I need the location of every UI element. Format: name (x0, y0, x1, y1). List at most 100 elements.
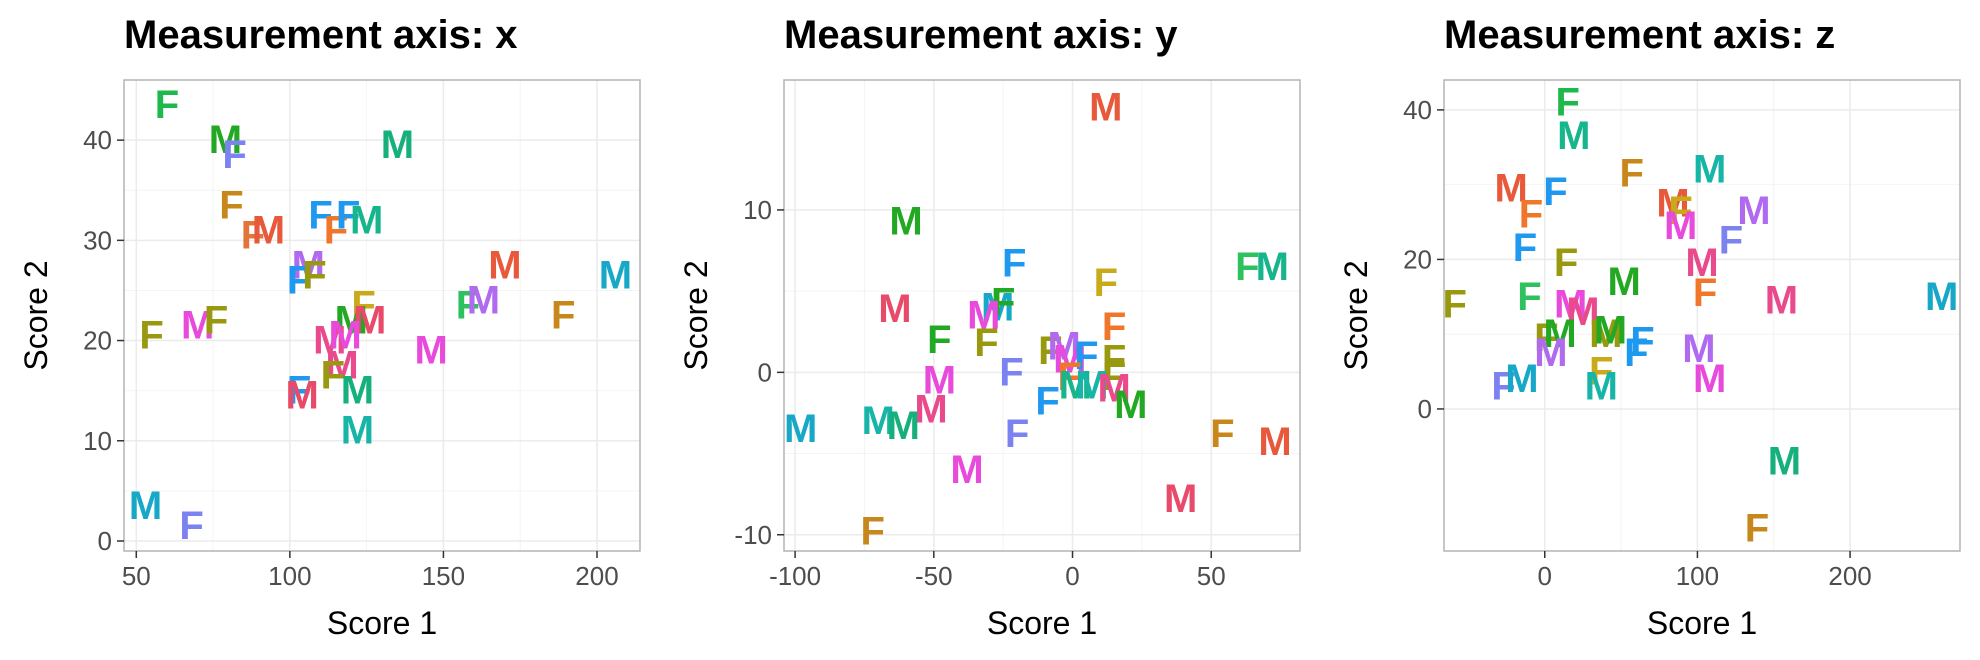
data-point: M (1594, 308, 1627, 352)
data-point: M (129, 484, 162, 528)
data-point: F (204, 299, 228, 343)
data-point: F (1442, 282, 1466, 326)
plot-background (784, 80, 1300, 551)
data-point: M (1059, 363, 1092, 407)
data-point: M (350, 198, 383, 242)
data-point: M (784, 407, 817, 451)
data-point: F (1002, 242, 1026, 286)
data-point: M (1737, 189, 1770, 233)
x-tick-label: 0 (1538, 561, 1552, 591)
data-point: F (241, 213, 265, 257)
x-tick-label: 0 (1065, 561, 1079, 591)
plot-background (1444, 80, 1960, 551)
data-point: F (336, 193, 360, 237)
panel-title: Measurement axis: y (784, 13, 1178, 57)
data-point: F (1668, 189, 1692, 233)
data-point: M (353, 299, 386, 343)
data-point: F (1102, 305, 1126, 349)
data-point: F (1102, 355, 1126, 399)
data-point: F (1074, 334, 1098, 378)
plot-background (124, 80, 640, 551)
x-axis-title: Score 1 (1647, 605, 1757, 641)
x-tick-label: 100 (268, 561, 311, 591)
x-tick-label: 100 (1676, 561, 1719, 591)
data-point: F (1555, 80, 1579, 124)
data-point: F (179, 504, 203, 548)
data-point: F (551, 294, 575, 338)
data-point: M (1554, 282, 1587, 326)
y-tick-label: 10 (83, 426, 112, 456)
data-point: M (923, 358, 956, 402)
panel-title: Measurement axis: z (1444, 13, 1835, 57)
data-point: M (467, 278, 500, 322)
data-point: M (488, 243, 521, 287)
data-point: F (222, 133, 246, 177)
data-point: F (308, 193, 332, 237)
data-point: F (1745, 507, 1769, 551)
data-point: M (1097, 367, 1130, 411)
data-point: F (1035, 380, 1059, 424)
data-point: F (287, 369, 311, 413)
data-point: M (878, 287, 911, 331)
data-point: M (252, 208, 285, 252)
data-point: M (325, 344, 358, 388)
x-tick-label: -100 (769, 561, 821, 591)
data-point: F (974, 321, 998, 365)
data-point: M (1557, 114, 1590, 158)
data-point: M (1589, 312, 1622, 356)
y-axis-title: Score 2 (678, 260, 714, 370)
data-point: M (181, 304, 214, 348)
y-tick-label: 0 (758, 357, 772, 387)
data-point: M (313, 319, 346, 363)
data-point: M (1543, 312, 1576, 356)
y-axis-title: Score 2 (18, 260, 54, 370)
data-point: M (1053, 337, 1086, 381)
data-point: M (328, 314, 361, 358)
data-point: M (599, 253, 632, 297)
x-tick-label: -50 (915, 561, 953, 591)
data-point: M (1075, 363, 1108, 407)
data-point: F (219, 183, 243, 227)
data-point: F (1630, 320, 1654, 364)
data-point: M (1693, 148, 1726, 192)
y-tick-label: 20 (83, 326, 112, 356)
panel-title: Measurement axis: x (124, 13, 518, 57)
y-tick-label: -10 (734, 520, 772, 550)
data-point: M (887, 404, 920, 448)
data-point: M (1682, 327, 1715, 371)
data-point: F (1517, 275, 1541, 319)
data-point: F (1038, 329, 1062, 373)
data-point: M (1114, 383, 1147, 427)
data-point: M (1495, 166, 1528, 210)
data-point: M (1925, 275, 1958, 319)
data-point: M (381, 123, 414, 167)
data-point: M (914, 388, 947, 432)
data-point: F (351, 283, 375, 327)
data-point: F (1589, 350, 1613, 394)
data-point: F (1005, 412, 1029, 456)
data-point: M (889, 199, 922, 243)
x-tick-label: 150 (422, 561, 465, 591)
data-point: F (1534, 316, 1558, 360)
data-point: F (1102, 337, 1126, 381)
data-point: F (1554, 241, 1578, 285)
data-point: M (1256, 245, 1289, 289)
data-point: M (981, 285, 1014, 329)
data-point: F (324, 208, 348, 252)
panel-border (1443, 79, 1961, 552)
data-point: F (1719, 219, 1743, 263)
data-point: M (1585, 365, 1618, 409)
y-tick-label: 40 (83, 125, 112, 155)
data-point: M (967, 294, 1000, 338)
data-point: M (862, 399, 895, 443)
data-point: F (999, 350, 1023, 394)
y-tick-label: 20 (1403, 244, 1432, 274)
data-point: F (321, 354, 345, 398)
data-point: F (861, 510, 885, 554)
data-point: F (1624, 331, 1648, 375)
data-point: M (1258, 420, 1291, 464)
data-point: M (1765, 279, 1798, 323)
data-point: F (456, 283, 480, 327)
